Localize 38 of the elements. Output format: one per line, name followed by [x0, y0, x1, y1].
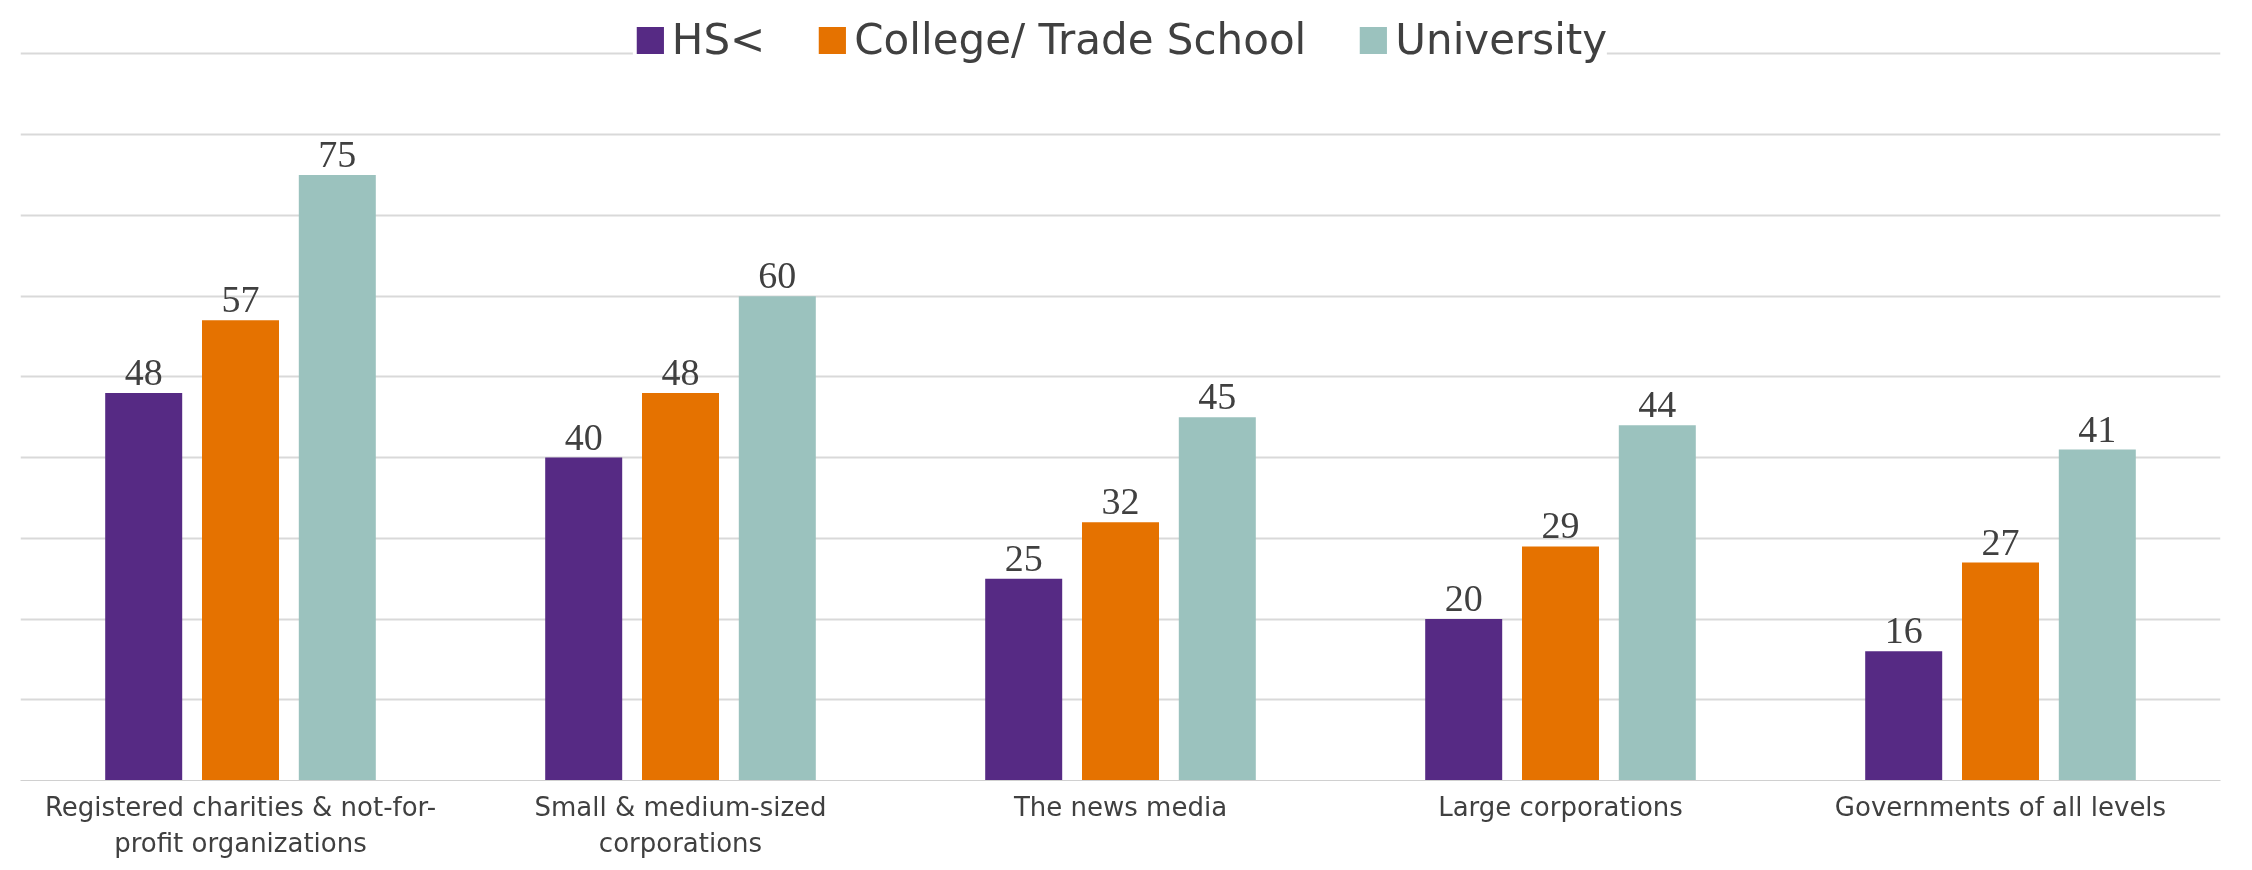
data-label: 40	[564, 415, 603, 458]
bar	[202, 320, 279, 781]
bar	[545, 457, 623, 781]
data-label: 16	[1884, 609, 1923, 652]
bar	[1865, 651, 1943, 781]
data-label: 32	[1101, 480, 1140, 523]
bar	[642, 393, 719, 781]
data-label: 75	[318, 133, 357, 176]
data-label: 48	[124, 351, 163, 393]
data-label: 60	[758, 254, 797, 297]
data-label: 25	[1004, 536, 1043, 579]
bar	[1618, 425, 1696, 781]
bar	[1178, 417, 1256, 781]
legend-label: HS<	[671, 15, 766, 64]
data-label: 45	[1198, 375, 1237, 418]
bar	[738, 296, 816, 781]
bar	[298, 175, 376, 781]
data-label: 41	[2078, 407, 2117, 450]
bar	[1522, 546, 1599, 781]
legend-label: University	[1395, 15, 1608, 64]
data-label: 57	[221, 278, 260, 321]
x-tick-label: The news media	[1012, 791, 1228, 822]
legend-label: College/ Trade School	[854, 15, 1307, 64]
bar	[1082, 522, 1159, 781]
bar	[2058, 449, 2136, 781]
bar	[105, 393, 183, 781]
bar	[1425, 619, 1503, 781]
x-tick-label: Large corporations	[1438, 791, 1683, 822]
x-tick-label: Small & medium-sized corporations	[534, 791, 827, 858]
x-tick-label: Governments of all levels	[1834, 791, 2167, 822]
bar	[1962, 562, 2039, 781]
x-tick-label: Registered charities & not-for-profit organizations	[44, 791, 437, 858]
data-label: 20	[1444, 577, 1483, 620]
data-label: 48	[661, 351, 700, 393]
bar	[985, 578, 1063, 781]
data-label: 27	[1981, 520, 2020, 563]
data-label: 44	[1638, 383, 1677, 426]
data-label: 29	[1541, 504, 1580, 547]
